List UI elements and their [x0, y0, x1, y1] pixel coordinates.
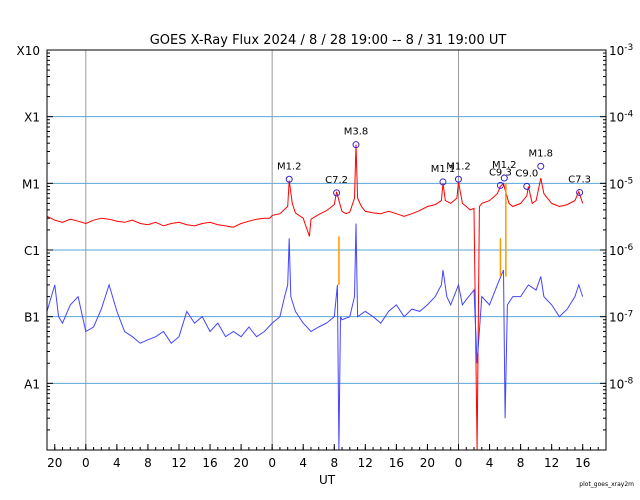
x-tick-label: 16	[202, 456, 217, 470]
y-label-right: 10-7	[609, 310, 633, 325]
flare-marker	[500, 174, 508, 182]
x-tick-label: 0	[268, 456, 276, 470]
y-label-right: 10-4	[609, 110, 634, 125]
flare-marker	[454, 175, 462, 183]
x-tick-label: 16	[389, 456, 404, 470]
y-label-left: X1	[24, 111, 40, 125]
flare-marker	[576, 188, 584, 196]
y-label-left: B1	[24, 311, 40, 325]
axis-layer: X10 X1 M1 C1 B1 A1 10-3 10-4 10-5 10-6 10-7 10-8 20 0…	[17, 43, 634, 470]
flare-marker	[285, 175, 293, 183]
x-tick-label: 4	[486, 456, 494, 470]
x-tick-label: 20	[47, 456, 62, 470]
grid-layer	[47, 50, 606, 450]
flare-label: C7.2	[325, 175, 348, 186]
x-tick-label: 0	[82, 456, 90, 470]
y-label-right: 10-6	[609, 243, 634, 258]
flare-label: M3.8	[344, 127, 369, 138]
flare-marker	[352, 141, 360, 149]
x-tick-label: 8	[330, 456, 338, 470]
series-line	[46, 223, 584, 451]
flare-marker	[496, 181, 504, 189]
x-tick-label: 8	[144, 456, 152, 470]
flare-label: C9.0	[515, 168, 538, 179]
x-tick-label: 20	[420, 456, 435, 470]
y-label-left: X10	[17, 44, 41, 58]
x-tick-label: 0	[455, 456, 463, 470]
flare-label: M1.8	[529, 148, 554, 159]
annotation-layer: M1.2C7.2M3.8M1.1M1.2C9.3M1.2C9.0M1.8C7.3	[277, 127, 591, 197]
flare-marker	[523, 182, 531, 190]
flare-label: M1.1	[431, 164, 456, 175]
y-label-right: 10-3	[609, 43, 633, 58]
x-tick-label: 4	[299, 456, 307, 470]
y-label-left: A1	[24, 377, 40, 391]
y-label-right: 10-8	[609, 376, 634, 391]
flare-label: C9.3	[489, 167, 512, 178]
flare-label: M1.2	[446, 161, 471, 172]
flare-label: M1.2	[277, 161, 302, 172]
flare-marker	[537, 162, 545, 170]
x-tick-label: 8	[517, 456, 525, 470]
series-line	[46, 144, 584, 451]
chart-title: GOES X-Ray Flux 2024 / 8 / 28 19:00 -- 8…	[150, 33, 507, 48]
series-layer	[46, 144, 584, 451]
x-tick-label: 4	[113, 456, 121, 470]
x-axis-label: UT	[319, 473, 336, 487]
x-tick-label: 12	[358, 456, 373, 470]
flare-label: C7.3	[568, 174, 591, 185]
y-label-right: 10-5	[609, 176, 633, 191]
flare-marker	[439, 178, 447, 186]
x-tick-label: 12	[171, 456, 186, 470]
x-tick-label: 12	[544, 456, 559, 470]
y-label-left: M1	[22, 177, 40, 191]
y-label-left: C1	[24, 244, 40, 258]
flare-marker	[333, 189, 341, 197]
x-tick-label: 20	[233, 456, 248, 470]
x-tick-label: 16	[575, 456, 590, 470]
plot-credit: plot_goes_xray2m	[579, 481, 634, 488]
flare-label: M1.2	[492, 160, 517, 171]
